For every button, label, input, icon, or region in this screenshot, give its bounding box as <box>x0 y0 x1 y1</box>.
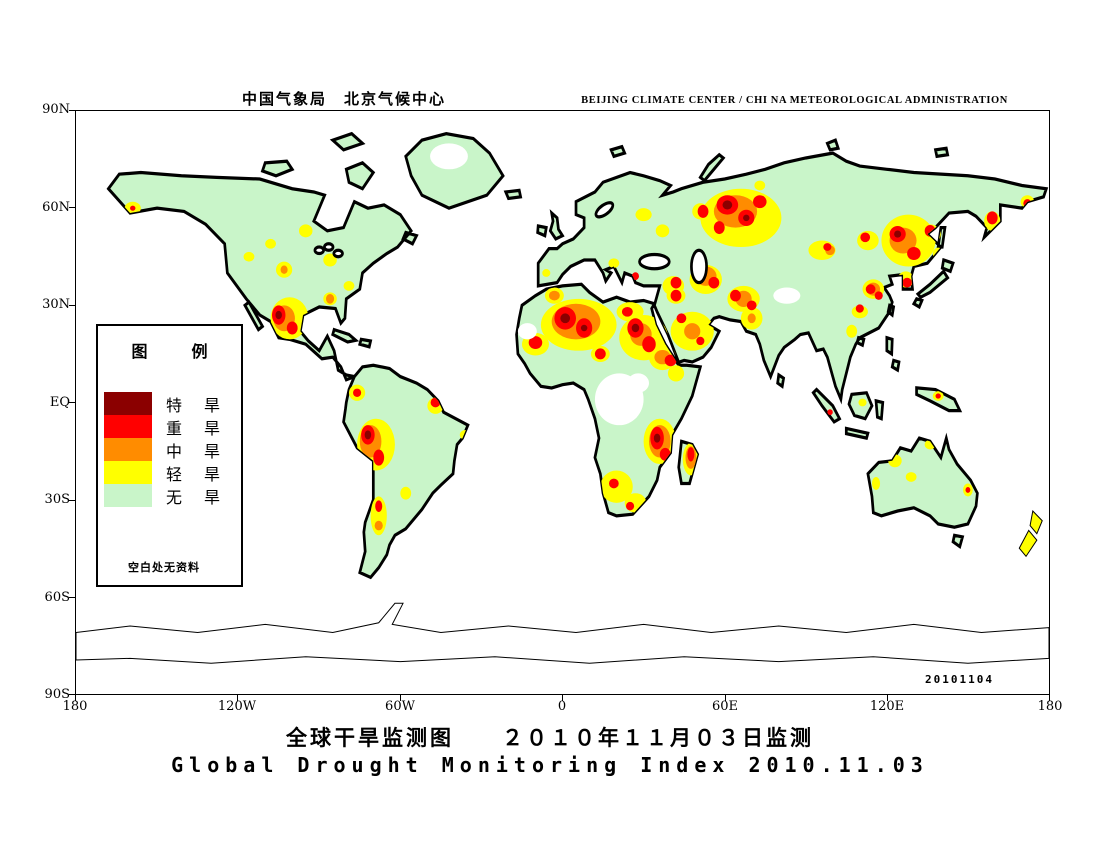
axis-tick <box>69 110 75 111</box>
legend-item-extreme: 特 旱 <box>104 392 241 415</box>
lat-label-30s: 30S <box>44 492 70 507</box>
legend-swatch-extreme <box>104 392 152 415</box>
axis-tick <box>887 695 888 701</box>
legend-item-moderate: 中 旱 <box>104 438 241 461</box>
world-map: 图 例 特 旱 重 旱 中 旱 轻 旱 <box>75 110 1050 695</box>
axis-tick <box>562 695 563 701</box>
axis-tick <box>400 695 401 701</box>
drought-layer <box>124 143 1035 536</box>
footer-cn-title: 全球干旱监测图 ２０１０年１１月０３日监测 <box>286 726 814 750</box>
legend-label-severe: 重 旱 <box>166 420 230 438</box>
lon-label-60w: 60W <box>385 699 415 714</box>
legend-label-moderate: 中 旱 <box>166 443 230 461</box>
caspian-sea <box>690 248 708 285</box>
lat-label-90s: 90S <box>44 687 70 702</box>
great-lakes <box>313 245 325 256</box>
legend-item-severe: 重 旱 <box>104 415 241 438</box>
world-map-svg <box>76 132 1049 694</box>
legend-swatch-none <box>104 484 152 507</box>
axis-tick <box>725 695 726 701</box>
axis-tick <box>237 695 238 701</box>
lat-label-60n: 60N <box>42 200 70 215</box>
extreme-drought-blobs <box>275 200 902 443</box>
black-sea <box>638 252 671 271</box>
inland-water <box>313 201 708 285</box>
axis-tick <box>69 500 75 501</box>
new-zealand <box>1019 511 1042 556</box>
legend-title: 图 例 <box>131 344 222 361</box>
axis-tick <box>1049 695 1050 701</box>
landmass <box>106 132 1048 580</box>
legend-item-none: 无 旱 <box>104 484 241 507</box>
axis-tick <box>69 597 75 598</box>
baltic-sea <box>594 201 615 219</box>
lon-label-60e: 60E <box>711 699 739 714</box>
header-en-title: BEIJING CLIMATE CENTER / CHI NA METEOROL… <box>581 95 1008 106</box>
legend-swatch-severe <box>104 415 152 438</box>
lon-label-180e: 180 <box>1037 699 1063 714</box>
lat-label-30n: 30N <box>42 297 70 312</box>
legend-rows: 特 旱 重 旱 中 旱 轻 旱 无 旱 <box>104 392 241 507</box>
legend-item-light: 轻 旱 <box>104 461 241 484</box>
lat-label-90n: 90N <box>42 102 70 117</box>
header-cn-title: 中国气象局 北京气候中心 <box>242 92 447 108</box>
axis-tick <box>69 207 75 208</box>
lon-label-120w: 120W <box>217 699 257 714</box>
legend-swatch-moderate <box>104 438 152 461</box>
legend-label-extreme: 特 旱 <box>166 397 230 415</box>
lon-label-180w: 180 <box>62 699 88 714</box>
axis-tick <box>69 305 75 306</box>
legend-label-none: 无 旱 <box>166 489 230 507</box>
lat-label-eq: EQ <box>49 395 70 410</box>
legend-label-light: 轻 旱 <box>166 466 230 484</box>
date-stamp: 20101104 <box>925 673 994 686</box>
legend-note: 空白处无资料 <box>128 562 200 574</box>
lon-label-0: 0 <box>557 699 567 714</box>
antarctica <box>76 603 1049 663</box>
great-lakes <box>332 248 344 259</box>
axis-tick <box>69 694 75 695</box>
legend-swatch-light <box>104 461 152 484</box>
no-data-patches <box>430 143 801 426</box>
lat-label-60s: 60S <box>44 590 70 605</box>
great-lakes <box>323 242 335 252</box>
map-legend: 图 例 特 旱 重 旱 中 旱 轻 旱 <box>96 324 243 587</box>
lon-label-120e: 120E <box>869 699 905 714</box>
footer-en-title: Global Drought Monitoring Index 2010.11.… <box>171 753 929 777</box>
axis-tick <box>69 402 75 403</box>
axis-tick <box>75 695 76 701</box>
